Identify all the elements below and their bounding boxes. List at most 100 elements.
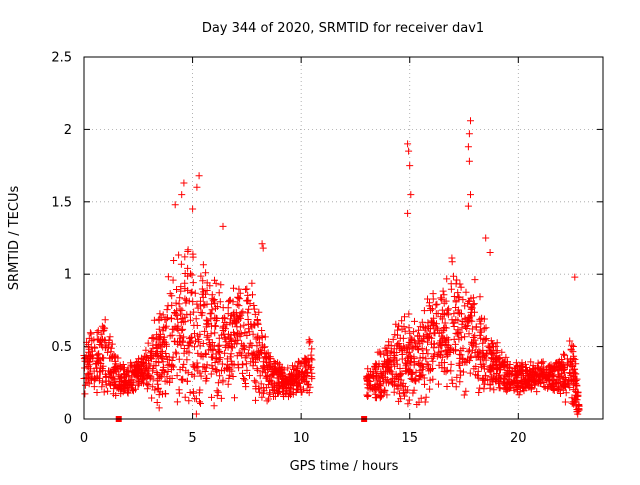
data-point bbox=[189, 253, 197, 261]
data-point bbox=[571, 273, 579, 281]
data-point bbox=[258, 327, 266, 334]
data-point bbox=[153, 351, 161, 359]
data-point bbox=[213, 303, 221, 310]
data-point bbox=[401, 327, 409, 335]
y-tick-label: 0 bbox=[64, 413, 72, 428]
data-point bbox=[130, 369, 138, 377]
data-point bbox=[160, 323, 168, 331]
data-point bbox=[201, 349, 209, 357]
data-point bbox=[110, 368, 118, 376]
data-point bbox=[191, 343, 198, 351]
data-point bbox=[421, 398, 429, 406]
data-point bbox=[95, 350, 103, 358]
data-point bbox=[100, 354, 108, 362]
data-point bbox=[454, 316, 462, 324]
data-point bbox=[474, 367, 482, 375]
data-point bbox=[246, 372, 253, 379]
data-point bbox=[466, 369, 474, 377]
data-point bbox=[574, 388, 582, 396]
data-point bbox=[171, 310, 179, 318]
data-point bbox=[184, 369, 192, 377]
data-point bbox=[488, 350, 496, 358]
data-point bbox=[216, 298, 224, 306]
data-point bbox=[208, 393, 215, 401]
data-point bbox=[266, 362, 274, 370]
data-point bbox=[88, 337, 96, 345]
data-point bbox=[440, 299, 448, 307]
data-point bbox=[243, 332, 251, 339]
data-point bbox=[199, 277, 207, 285]
data-point bbox=[192, 410, 200, 418]
data-point bbox=[422, 355, 430, 363]
data-point bbox=[476, 384, 484, 392]
data-point bbox=[174, 315, 182, 323]
data-point bbox=[178, 315, 186, 322]
data-point bbox=[94, 327, 102, 335]
data-point bbox=[140, 379, 147, 387]
data-point bbox=[287, 389, 295, 397]
data-point bbox=[271, 386, 279, 394]
data-point bbox=[197, 272, 205, 280]
data-point bbox=[195, 335, 203, 343]
data-point bbox=[111, 376, 119, 384]
data-point bbox=[397, 371, 405, 379]
data-point bbox=[495, 384, 503, 392]
data-point bbox=[197, 372, 205, 380]
data-point bbox=[194, 367, 202, 375]
data-point bbox=[235, 302, 243, 310]
data-point bbox=[386, 349, 394, 357]
data-point bbox=[193, 183, 201, 191]
data-point bbox=[450, 319, 458, 327]
data-point bbox=[391, 362, 399, 370]
data-point bbox=[438, 353, 446, 361]
data-point bbox=[234, 360, 242, 368]
data-point bbox=[403, 349, 411, 357]
data-point bbox=[533, 388, 541, 396]
data-point bbox=[303, 387, 311, 394]
data-point bbox=[219, 222, 227, 230]
data-point bbox=[292, 373, 300, 381]
data-point bbox=[450, 272, 457, 280]
data-point bbox=[442, 348, 450, 356]
data-point bbox=[306, 365, 314, 373]
data-point bbox=[443, 383, 451, 390]
data-point bbox=[180, 333, 188, 341]
data-point bbox=[175, 386, 183, 394]
data-point bbox=[510, 377, 518, 385]
data-points bbox=[80, 117, 583, 422]
data-point bbox=[500, 374, 508, 382]
data-point bbox=[455, 294, 463, 302]
data-point bbox=[178, 326, 186, 334]
data-point bbox=[398, 369, 406, 377]
data-point bbox=[148, 348, 155, 355]
data-point bbox=[139, 359, 147, 367]
data-point bbox=[254, 354, 262, 362]
data-point bbox=[100, 388, 108, 396]
data-point bbox=[419, 337, 427, 345]
data-point bbox=[266, 355, 274, 363]
data-point bbox=[86, 329, 94, 337]
data-point bbox=[516, 364, 524, 372]
data-point bbox=[486, 367, 494, 375]
data-point bbox=[394, 385, 402, 393]
data-point bbox=[530, 381, 538, 389]
data-point bbox=[424, 350, 432, 358]
data-point bbox=[188, 288, 196, 296]
data-point bbox=[452, 297, 460, 305]
data-point bbox=[386, 356, 394, 364]
data-point bbox=[468, 325, 476, 333]
data-point bbox=[559, 364, 567, 372]
data-point bbox=[539, 358, 547, 366]
data-point bbox=[153, 377, 161, 385]
data-point bbox=[400, 386, 408, 394]
data-point bbox=[197, 297, 204, 305]
data-point bbox=[221, 349, 229, 357]
data-point bbox=[217, 281, 225, 289]
data-point bbox=[211, 329, 219, 337]
data-point bbox=[417, 336, 425, 344]
data-point bbox=[380, 377, 388, 385]
data-point bbox=[454, 289, 462, 297]
data-point bbox=[258, 368, 266, 376]
data-point bbox=[472, 323, 480, 331]
data-point bbox=[188, 271, 196, 279]
